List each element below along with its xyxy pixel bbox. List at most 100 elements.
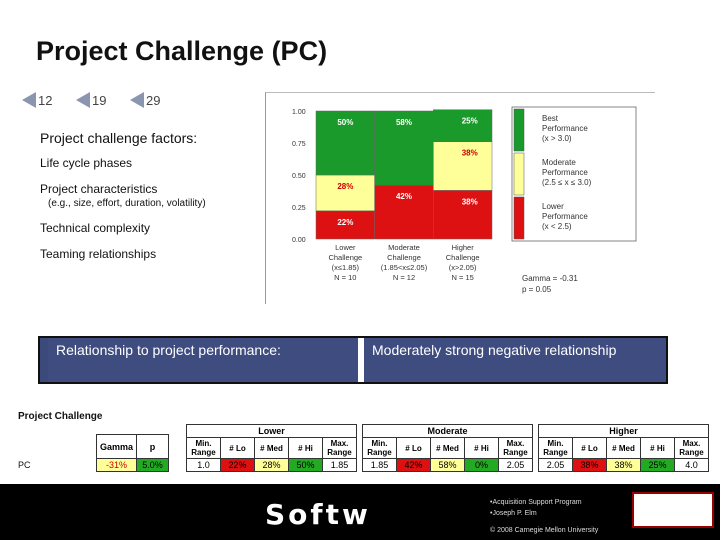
x-tick-label: Moderate — [388, 243, 420, 252]
legend-label: Performance — [542, 124, 588, 133]
p-value: 5.0% — [136, 458, 169, 472]
table-cell: 0% — [464, 458, 499, 472]
bar-segment — [315, 174, 375, 212]
table-cell: 58% — [430, 458, 465, 472]
column-header: # Hi — [464, 437, 499, 459]
factor-item: Project characteristics — [40, 182, 158, 196]
table-cell: 22% — [220, 458, 255, 472]
summary-table-higher: Higher Min. Range # Lo # Med # Hi Max. Range 2… — [538, 424, 709, 472]
x-tick-label: N = 10 — [334, 273, 356, 282]
x-tick-label: (1.85<x≤2.05) — [381, 263, 428, 272]
p-header: p — [136, 434, 169, 459]
table-cell: 1.85 — [362, 458, 397, 472]
summary-row-label: PC — [18, 460, 31, 470]
y-tick-label: 0.50 — [292, 173, 306, 180]
p-annotation: p = 0.05 — [522, 285, 552, 294]
data-label: 42% — [396, 192, 412, 201]
bar-segment — [433, 141, 493, 191]
column-header: Min. Range — [538, 437, 573, 459]
y-tick-label: 0.75 — [292, 141, 306, 148]
y-tick-label: 0.25 — [292, 205, 306, 212]
legend-label: (x > 3.0) — [542, 134, 572, 143]
group-header: Higher — [538, 424, 709, 438]
footer-bar — [0, 484, 720, 540]
gamma-value: -31% — [96, 458, 137, 472]
nav-link-29[interactable]: 29 — [130, 90, 160, 110]
table-cell: 2.05 — [498, 458, 533, 472]
table-cell: 1.0 — [186, 458, 221, 472]
column-header: Max. Range — [322, 437, 357, 459]
x-tick-label: (x>2.05) — [449, 263, 477, 272]
x-tick-label: Challenge — [328, 253, 362, 262]
x-tick-label: Challenge — [387, 253, 421, 262]
table-cell: 2.05 — [538, 458, 573, 472]
factor-subtext: (e.g., size, effort, duration, volatilit… — [48, 198, 206, 209]
data-label: 38% — [462, 149, 478, 158]
factor-item: Teaming relationships — [40, 247, 157, 261]
legend-label: Moderate — [542, 158, 576, 167]
column-header: # Lo — [396, 437, 431, 459]
nav-link-19[interactable]: 19 — [76, 90, 106, 110]
back-arrow-icon — [130, 92, 144, 108]
legend-label: Lower — [542, 202, 564, 211]
legend-label: (x < 2.5) — [542, 222, 572, 231]
table-cell: 1.85 — [322, 458, 357, 472]
legend-swatch — [513, 108, 525, 152]
table-cell: 42% — [396, 458, 431, 472]
column-header: Min. Range — [186, 437, 221, 459]
group-header: Lower — [186, 424, 357, 438]
factors-list: Project challenge factors: Life cycle ph… — [40, 130, 265, 267]
factor-item: Life cycle phases — [40, 156, 133, 170]
gamma-table: Gamma p -31% 5.0% — [96, 434, 169, 472]
legend-label: Performance — [542, 212, 588, 221]
x-tick-label: Challenge — [446, 253, 480, 262]
footer-brand: Softw — [265, 498, 371, 531]
stacked-bar-chart: 1.00 0.75 0.50 0.25 0.00 22% 28% 50% Lower Challe… — [292, 106, 637, 294]
data-label: 38% — [462, 197, 478, 206]
data-label: 28% — [337, 182, 353, 191]
legend-swatch — [513, 152, 525, 196]
y-tick-label: 1.00 — [292, 109, 306, 116]
column-header: Min. Range — [362, 437, 397, 459]
x-tick-label: Higher — [452, 243, 475, 252]
table-cell: 38% — [606, 458, 641, 472]
relationship-band: Relationship to project performance: Mod… — [38, 336, 668, 384]
bar-segment — [315, 210, 375, 240]
x-tick-label: (x≤1.85) — [332, 263, 360, 272]
x-tick-label: N = 12 — [393, 273, 415, 282]
relationship-value: Moderately strong negative relationship — [358, 338, 666, 382]
column-header: # Hi — [640, 437, 675, 459]
footer-text: •Acquisition Support Program •Joseph P. … — [490, 499, 599, 534]
column-header: # Med — [430, 437, 465, 459]
chart-panel: 1.00 0.75 0.50 0.25 0.00 22% 28% 50% Lower Challe… — [265, 92, 655, 304]
column-header: # Med — [606, 437, 641, 459]
column-header: Max. Range — [498, 437, 533, 459]
column-header: Max. Range — [674, 437, 709, 459]
column-header: # Lo — [572, 437, 607, 459]
y-tick-label: 0.00 — [292, 237, 306, 244]
table-cell: 4.0 — [674, 458, 709, 472]
ndia-logo — [632, 492, 714, 528]
data-label: 50% — [337, 118, 353, 127]
data-label: 25% — [462, 117, 478, 126]
legend-swatch — [513, 196, 525, 240]
table-cell: 28% — [254, 458, 289, 472]
nav-link-12[interactable]: 12 — [22, 90, 52, 110]
column-header: # Hi — [288, 437, 323, 459]
column-header: # Lo — [220, 437, 255, 459]
back-arrow-icon — [76, 92, 90, 108]
gamma-header: Gamma — [96, 434, 137, 459]
factors-heading: Project challenge factors: — [40, 130, 198, 146]
gamma-annotation: Gamma = -0.31 — [522, 274, 578, 283]
factor-item: Technical complexity — [40, 221, 151, 235]
summary-table-lower: Lower Min. Range # Lo # Med # Hi Max. Range 1.… — [186, 424, 357, 472]
bar-segment — [315, 110, 375, 176]
table-cell: 38% — [572, 458, 607, 472]
data-label: 22% — [337, 218, 353, 227]
bar-segment — [374, 110, 434, 186]
bar-segment — [433, 109, 493, 142]
legend-label: Performance — [542, 168, 588, 177]
back-arrow-icon — [22, 92, 36, 108]
page-title: Project Challenge (PC) — [36, 36, 328, 66]
legend-label: (2.5 ≤ x ≤ 3.0) — [542, 178, 592, 187]
